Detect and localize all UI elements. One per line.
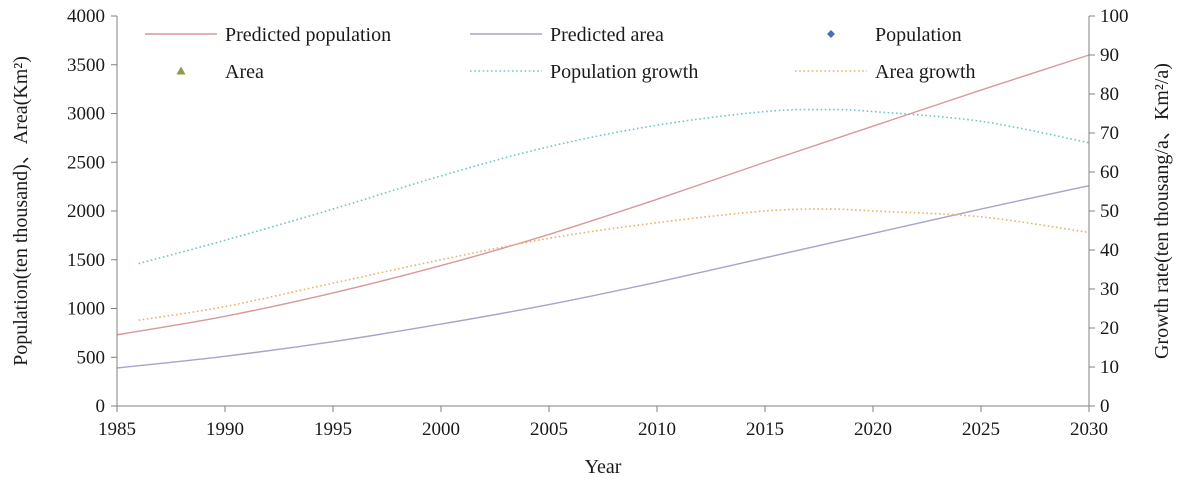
x-tick-label-5: 2010 [638,419,676,440]
y-left-axis-title: Population(ten thousand)、Area(Km²) [10,56,32,366]
y-right-tick-label-6: 60 [1100,162,1119,183]
series-line-5 [138,208,1090,321]
axes: 1985 1990 1995 2000 2005 2010 2015 2020 2025 2030… [67,6,1129,440]
y-right-tick-label-4: 40 [1100,240,1119,261]
y-left-tick-label-3: 1500 [67,250,105,271]
legend-label-3: Area [225,61,264,83]
series-line-1 [116,184,1090,369]
legend-swatch-2 [827,30,835,38]
x-tick-label-3: 2000 [422,419,460,440]
y-left-tick-label-2: 1000 [67,299,105,320]
legend-label-4: Population growth [550,61,698,83]
x-tick-label-4: 2005 [530,419,568,440]
x-tick-label-1: 1990 [206,419,244,440]
plot-area [116,54,1090,369]
y-right-tick-label-5: 50 [1100,201,1119,222]
legend-swatch-3 [176,66,186,75]
legend-label-0: Predicted population [225,24,391,46]
legend-label-5: Area growth [875,61,976,83]
y-left-tick-label-8: 4000 [67,6,105,27]
x-tick-label-0: 1985 [98,419,136,440]
x-tick-label-9: 2030 [1070,419,1108,440]
x-tick-label-8: 2025 [962,419,1000,440]
y-left-tick-label-1: 500 [77,347,106,368]
x-tick-label-2: 1995 [314,419,352,440]
y-right-tick-label-3: 30 [1100,279,1119,300]
y-right-tick-label-7: 70 [1100,123,1119,144]
legend-label-2: Population [875,24,962,46]
y-left-tick-label-6: 3000 [67,104,105,125]
legend-item-4: Population growth [470,61,698,83]
x-tick-label-6: 2015 [746,419,784,440]
y-right-axis-title: Growth rate(ten thousang/a、Km²/a) [1151,63,1173,359]
y-left-tick-label-0: 0 [96,396,106,417]
x-tick-label-7: 2020 [854,419,892,440]
series-line-4 [138,108,1090,265]
y-right-tick-label-9: 90 [1100,45,1119,66]
y-left-tick-label-4: 2000 [67,201,105,222]
y-right-tick-label-10: 100 [1100,6,1129,27]
legend-item-0: Predicted population [145,24,391,46]
legend-item-1: Predicted area [470,24,664,46]
y-right-tick-label-0: 0 [1100,396,1110,417]
legend-item-5: Area growth [795,61,976,83]
y-right-tick-label-8: 80 [1100,84,1119,105]
y-left-tick-label-5: 2500 [67,152,105,173]
legend: Predicted population Predicted area Popula… [145,24,976,83]
legend-item-2: Population [827,24,962,46]
y-right-tick-label-2: 20 [1100,318,1119,339]
series-line-0 [116,54,1090,336]
legend-item-3: Area [176,61,264,83]
legend-label-1: Predicted area [550,24,664,46]
y-right-tick-label-1: 10 [1100,357,1119,378]
x-axis-title: Year [585,456,622,478]
y-left-tick-label-7: 3500 [67,55,105,76]
